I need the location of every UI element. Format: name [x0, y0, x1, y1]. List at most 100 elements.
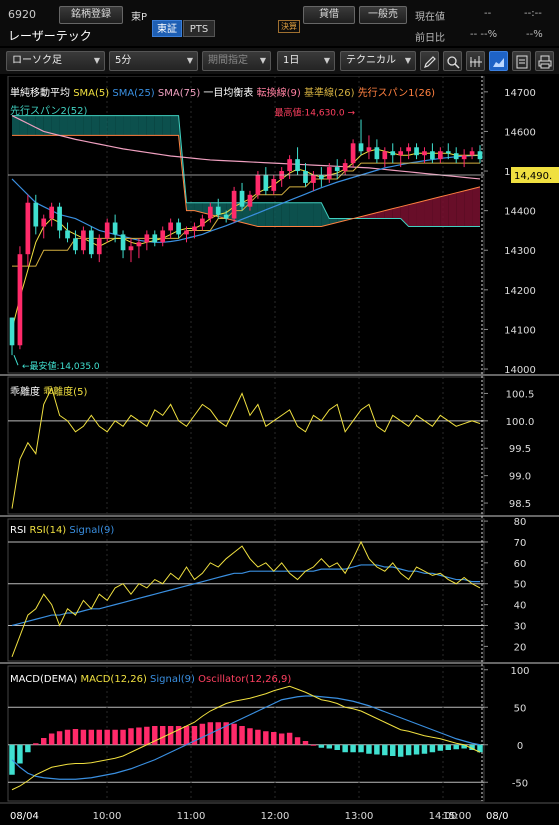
current-price-tag [511, 167, 559, 183]
candle-body [25, 202, 31, 255]
legend-span1: 先行スパン1(26) [357, 88, 436, 99]
kumo-cloud-segment [35, 115, 44, 136]
y-tick-label: 100 [510, 666, 529, 677]
legend-macd-title: MACD(DEMA) [10, 674, 78, 685]
period-select[interactable]: 期間指定 ▼ [202, 51, 271, 71]
candle-body [461, 155, 467, 160]
candle-body [96, 238, 102, 255]
oscillator-bar [366, 744, 372, 754]
oscillator-bar [136, 727, 142, 745]
interval-select[interactable]: 5分 ▼ [109, 51, 198, 71]
y-tick-label: 98.5 [509, 499, 531, 510]
oscillator-bar [413, 744, 420, 755]
kumo-cloud-segment [416, 200, 425, 227]
oscillator-bar [390, 744, 396, 756]
kairi-line [11, 386, 481, 509]
current-price-time: --:-- [524, 8, 542, 19]
candle-body [200, 218, 205, 227]
oscillator-bar [48, 733, 55, 745]
kumo-cloud-segment [123, 115, 131, 136]
legend-kijun: 基準線(26) [303, 88, 355, 99]
candle-body [469, 151, 475, 156]
oscillator-bar [25, 744, 31, 753]
oscillator-bar [302, 741, 309, 745]
register-button[interactable]: 銘柄登録 [59, 6, 123, 24]
kumo-cloud-segment [19, 115, 28, 136]
zoom-icon [447, 56, 460, 69]
low-annotation-pointer [13, 354, 19, 366]
x-tick-label: 08/04 [10, 811, 39, 822]
oscillator-bar [104, 729, 110, 745]
candle-body [112, 222, 118, 235]
oscillator-bar [80, 729, 87, 745]
tab-pts[interactable]: PTS [183, 20, 215, 37]
macd-signal-line [11, 695, 481, 780]
area-chart-button[interactable] [489, 51, 508, 71]
compare-button[interactable] [466, 51, 485, 71]
print-button[interactable] [535, 51, 554, 71]
macd-line [11, 685, 481, 791]
oscillator-bar [326, 744, 333, 749]
legend-oscillator: Oscillator(12,26,9) [198, 674, 292, 685]
candle-body [104, 222, 110, 239]
technical-select[interactable]: テクニカル ▼ [340, 51, 416, 71]
market-label: 東P [131, 12, 148, 23]
candle-body [207, 206, 213, 219]
stock-code: 6920 [8, 8, 36, 21]
kumo-cloud-segment [162, 115, 171, 136]
kumo-cloud-segment [138, 115, 147, 136]
legend-sma5: SMA(5) [73, 88, 110, 99]
oscillator-bar [310, 744, 317, 746]
kumo-cloud-segment [91, 115, 100, 136]
candle-body [49, 206, 55, 219]
current-price-label: 14,490. [514, 171, 552, 182]
kumo-cloud-segment [472, 186, 480, 227]
kairi-legend: 乖離度 乖離度(5) [10, 383, 87, 398]
kumo-cloud-segment [400, 204, 409, 227]
panel-frame-rsi [7, 518, 485, 662]
kumo-cloud-segment [392, 206, 401, 219]
legend-span2: 先行スパン2(52) [10, 106, 88, 117]
ippan-button[interactable]: 一般売 [359, 6, 407, 24]
candle-body [239, 190, 245, 207]
span-select[interactable]: 1日 ▼ [277, 51, 335, 71]
panel-frame-kairi [7, 376, 485, 515]
save-button[interactable] [512, 51, 531, 71]
candle-body [152, 234, 158, 243]
y-tick-label: 20 [514, 642, 527, 653]
change-percent: --% [526, 29, 543, 40]
price-legend: 単純移動平均 SMA(5) SMA(25) SMA(75) 一目均衡表 転換線(… [10, 84, 435, 99]
kumo-cloud-segment [51, 115, 60, 136]
tab-tosho[interactable]: 東証 [152, 20, 182, 37]
area-chart-icon [493, 58, 504, 67]
chart-area[interactable]: 1400014100142001430014400145001460014700… [0, 76, 559, 825]
legend-macd: MACD(12,26) [80, 674, 147, 685]
candle-body [81, 230, 86, 251]
oscillator-bar [120, 729, 126, 745]
zoom-button[interactable] [443, 51, 462, 71]
oscillator-bar [421, 744, 428, 754]
y-tick-label: 60 [514, 559, 527, 570]
y-tick-label: 99.0 [509, 472, 531, 483]
x-tick-label: 15:00 [443, 811, 472, 822]
oscillator-bar [445, 744, 452, 750]
x-tick-label: 08/0 [486, 811, 508, 822]
oscillator-bar [112, 729, 118, 745]
oscillator-bar [159, 726, 166, 745]
legend-sma-title: 単純移動平均 [10, 88, 70, 99]
print-icon [538, 55, 552, 69]
chart-type-select[interactable]: ローソク足 ▼ [6, 51, 105, 71]
candle-body [215, 206, 221, 215]
taishaku-button[interactable]: 貸借 [303, 6, 355, 24]
oscillator-bar [183, 726, 190, 745]
kumo-cloud-segment [83, 115, 92, 136]
oscillator-bar [64, 729, 71, 745]
candle-body [334, 167, 340, 172]
candle-body [255, 175, 261, 195]
kumo-cloud-segment [107, 115, 116, 136]
candle-body [445, 151, 451, 154]
x-tick-label: 12:00 [261, 811, 290, 822]
pencil-button[interactable] [420, 51, 439, 71]
kumo-cloud-segment [186, 202, 195, 211]
candle-body [65, 230, 70, 239]
